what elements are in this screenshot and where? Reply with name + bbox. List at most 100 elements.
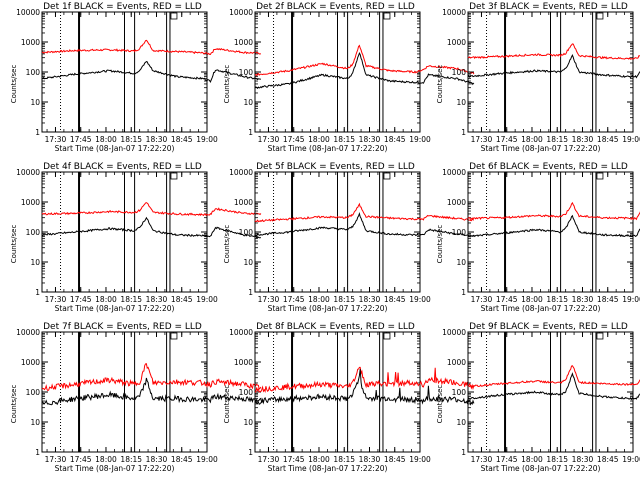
y-tick-label: 1 xyxy=(461,288,466,297)
y-tick-label: 100 xyxy=(452,228,467,237)
panel-title: Det 9f BLACK = Events, RED = LLD xyxy=(469,322,628,332)
y-tick-label: 100 xyxy=(26,68,41,77)
x-tick-label: 18:15 xyxy=(333,135,355,144)
x-tick-label: 18:30 xyxy=(359,455,381,464)
x-tick-label: 18:15 xyxy=(333,455,355,464)
x-axis-label: Start Time (08-Jan-07 17:22:20) xyxy=(268,144,388,153)
x-tick-label: 17:30 xyxy=(258,135,280,144)
x-tick-label: 18:00 xyxy=(308,455,330,464)
panel-title: Det 3f BLACK = Events, RED = LLD xyxy=(469,2,628,12)
x-tick-label: 18:30 xyxy=(572,295,594,304)
x-tick-label: 18:45 xyxy=(171,455,193,464)
panel-det-9: Det 9f BLACK = Events, RED = LLD 1 10 100 10… xyxy=(436,322,640,473)
x-tick-label: 17:45 xyxy=(283,455,305,464)
marker-flag xyxy=(170,12,178,20)
y-tick-label: 10000 xyxy=(16,168,40,177)
panel-title: Det 5f BLACK = Events, RED = LLD xyxy=(256,162,415,172)
lld-series-line xyxy=(467,43,640,60)
lld-series-line xyxy=(254,366,475,394)
x-tick-label: 17:45 xyxy=(70,295,92,304)
y-axis-label: Counts/sec xyxy=(436,225,444,264)
x-tick-label: 18:30 xyxy=(146,295,168,304)
y-tick-label: 10000 xyxy=(442,328,466,337)
x-tick-label: 18:15 xyxy=(120,135,142,144)
panel-title: Det 6f BLACK = Events, RED = LLD xyxy=(469,162,628,172)
x-tick-label: 17:30 xyxy=(471,295,493,304)
x-tick-label: 19:00 xyxy=(409,295,431,304)
x-tick-label: 17:30 xyxy=(471,455,493,464)
x-tick-label: 18:15 xyxy=(120,455,142,464)
events-series-line xyxy=(254,369,475,406)
y-tick-label: 1000 xyxy=(234,358,253,367)
x-tick-label: 17:45 xyxy=(70,135,92,144)
lld-series-line xyxy=(254,202,475,223)
y-tick-label: 1 xyxy=(35,288,40,297)
events-series-line xyxy=(41,61,262,83)
panel-det-6: Det 6f BLACK = Events, RED = LLD 1 10 100 10… xyxy=(436,162,640,313)
x-tick-label: 19:00 xyxy=(622,455,640,464)
y-tick-label: 10000 xyxy=(442,8,466,17)
x-tick-label: 19:00 xyxy=(622,295,640,304)
y-tick-label: 100 xyxy=(452,388,467,397)
y-axis-label: Counts/sec xyxy=(10,385,18,424)
x-tick-label: 18:30 xyxy=(146,135,168,144)
y-tick-label: 100 xyxy=(26,388,41,397)
x-tick-label: 18:00 xyxy=(308,135,330,144)
events-series-line xyxy=(467,214,640,238)
lld-series-line xyxy=(41,39,262,56)
y-tick-label: 1 xyxy=(248,448,253,457)
x-axis-label: Start Time (08-Jan-07 17:22:20) xyxy=(55,464,175,473)
events-series-line xyxy=(254,52,475,90)
panel-det-7: Det 7f BLACK = Events, RED = LLD 1 10 100 10… xyxy=(10,322,262,473)
x-tick-label: 18:30 xyxy=(572,455,594,464)
events-series-line xyxy=(41,377,262,406)
y-tick-label: 1000 xyxy=(447,38,466,47)
x-tick-label: 18:00 xyxy=(95,295,117,304)
x-axis-label: Start Time (08-Jan-07 17:22:20) xyxy=(268,464,388,473)
y-tick-label: 1000 xyxy=(21,38,40,47)
events-series-line xyxy=(467,372,640,401)
x-tick-label: 17:45 xyxy=(283,295,305,304)
x-tick-label: 18:45 xyxy=(171,295,193,304)
lld-series-line xyxy=(467,365,640,389)
x-tick-label: 18:30 xyxy=(359,135,381,144)
x-tick-label: 18:00 xyxy=(521,295,543,304)
x-tick-label: 17:30 xyxy=(471,135,493,144)
y-axis-label: Counts/sec xyxy=(10,65,18,104)
y-tick-label: 1000 xyxy=(234,38,253,47)
x-tick-label: 17:45 xyxy=(496,455,518,464)
events-series-line xyxy=(254,212,475,238)
x-tick-label: 18:15 xyxy=(546,455,568,464)
x-tick-label: 17:45 xyxy=(496,295,518,304)
x-axis-label: Start Time (08-Jan-07 17:22:20) xyxy=(481,144,601,153)
x-tick-label: 18:00 xyxy=(521,455,543,464)
panel-det-5: Det 5f BLACK = Events, RED = LLD 1 10 100 10… xyxy=(223,162,475,313)
y-tick-label: 1000 xyxy=(447,198,466,207)
lld-series-line xyxy=(41,202,262,217)
x-tick-label: 18:15 xyxy=(546,135,568,144)
y-tick-label: 100 xyxy=(239,228,254,237)
x-tick-label: 19:00 xyxy=(622,135,640,144)
y-tick-label: 10 xyxy=(456,418,466,427)
x-tick-label: 18:45 xyxy=(384,135,406,144)
x-tick-label: 18:00 xyxy=(95,135,117,144)
y-axis-label: Counts/sec xyxy=(223,225,231,264)
y-tick-label: 10 xyxy=(243,98,253,107)
panel-det-1: Det 1f BLACK = Events, RED = LLD 1 10 100 10… xyxy=(10,2,262,153)
x-axis-label: Start Time (08-Jan-07 17:22:20) xyxy=(55,144,175,153)
x-tick-label: 18:15 xyxy=(546,295,568,304)
y-tick-label: 1 xyxy=(35,128,40,137)
x-tick-label: 18:45 xyxy=(597,135,619,144)
x-tick-label: 19:00 xyxy=(409,135,431,144)
x-tick-label: 18:45 xyxy=(384,455,406,464)
x-tick-label: 18:30 xyxy=(572,135,594,144)
panel-title: Det 8f BLACK = Events, RED = LLD xyxy=(256,322,415,332)
marker-flag xyxy=(596,12,604,20)
y-tick-label: 10000 xyxy=(16,8,40,17)
y-tick-label: 1 xyxy=(461,448,466,457)
panel-title: Det 2f BLACK = Events, RED = LLD xyxy=(256,2,415,12)
x-tick-label: 18:45 xyxy=(384,295,406,304)
y-tick-label: 10 xyxy=(30,418,40,427)
y-tick-label: 10 xyxy=(30,258,40,267)
